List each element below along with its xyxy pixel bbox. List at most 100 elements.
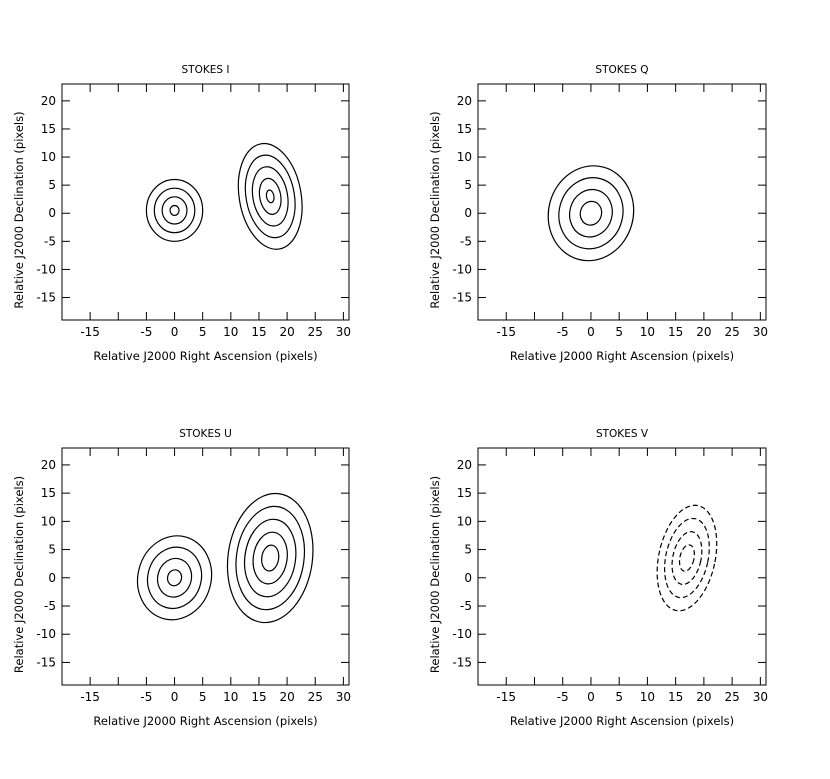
x-tick-label: 10	[640, 325, 655, 339]
y-tick-label: 0	[464, 571, 472, 585]
x-tick-label: 30	[336, 690, 351, 704]
y-tick-label: 20	[41, 94, 56, 108]
y-tick-label: 10	[457, 150, 472, 164]
y-tick-label: -15	[36, 655, 56, 669]
contour-jet-level-3	[251, 166, 289, 227]
y-tick-label: 15	[457, 122, 472, 136]
x-tick-label: 25	[724, 690, 739, 704]
y-tick-label: 0	[48, 206, 56, 220]
panel-2: STOKES Q -15 -5 0 5 10 15 20 25 30 -15 -10 -5 0 5 10 15 2…	[428, 64, 768, 363]
y-tick-label: 5	[464, 178, 472, 192]
y-tick-label: -5	[460, 234, 472, 248]
contour-group	[136, 492, 314, 624]
contour-jet-level-2	[664, 517, 710, 599]
x-tick-label: 20	[696, 325, 711, 339]
x-tick-label: 30	[753, 325, 768, 339]
y-tick-label: 0	[464, 206, 472, 220]
y-tick-label: 10	[457, 514, 472, 528]
x-tick-label: 20	[279, 325, 294, 339]
panel-1: STOKES I -15 -5 0 5 10 15 20 25 30 -15 -10 -5 0 5 10 15 2…	[12, 64, 351, 363]
x-tick-label: 30	[753, 690, 768, 704]
contour-core-level-2	[558, 177, 624, 250]
x-tick-label: 10	[640, 690, 655, 704]
contour-group	[656, 504, 718, 612]
x-axis-label: Relative J2000 Right Ascension (pixels)	[93, 714, 317, 728]
contour-group	[547, 165, 635, 262]
x-tick-label: 30	[336, 325, 351, 339]
x-tick-label: 0	[171, 690, 179, 704]
x-tick-label: 5	[615, 325, 623, 339]
contour-jet-level-2	[244, 154, 296, 239]
y-tick-label: -10	[36, 627, 56, 641]
x-tick-label: 20	[279, 690, 294, 704]
x-tick-label: 5	[199, 325, 207, 339]
y-tick-label: 15	[457, 486, 472, 500]
y-axis-label: Relative J2000 Declination (pixels)	[12, 476, 26, 673]
y-axis-label: Relative J2000 Declination (pixels)	[428, 476, 442, 673]
contour-jet-level-4	[258, 177, 282, 215]
contour-group	[145, 142, 303, 250]
x-tick-label: -5	[140, 325, 152, 339]
contour-jet-level-3	[243, 518, 297, 598]
contour-core-level-4	[166, 569, 183, 587]
panel-3: STOKES U -15 -5 0 5 10 15 20 25 30 -15 -10 -5 0 5 10 15 2…	[12, 428, 351, 728]
y-tick-label: 20	[457, 458, 472, 472]
y-tick-label: 10	[41, 150, 56, 164]
y-tick-label: 5	[48, 543, 56, 557]
plot-frame	[61, 447, 350, 686]
contour-core-level-1	[547, 165, 635, 262]
y-tick-label: 5	[464, 543, 472, 557]
x-tick-label: 5	[615, 690, 623, 704]
x-tick-label: -5	[557, 325, 569, 339]
x-axis-label: Relative J2000 Right Ascension (pixels)	[510, 349, 734, 363]
contour-core-level-2	[153, 187, 196, 234]
y-tick-label: 15	[41, 486, 56, 500]
contour-core-level-3	[156, 557, 193, 598]
y-tick-label: 0	[48, 571, 56, 585]
x-tick-label: 25	[724, 325, 739, 339]
y-tick-label: 20	[41, 458, 56, 472]
x-tick-label: -5	[140, 690, 152, 704]
panel-4: STOKES V -15 -5 0 5 10 15 20 25 30 -15 -10 -5 0 5 10 15 2…	[428, 428, 768, 728]
y-tick-label: -5	[460, 599, 472, 613]
x-tick-label: 15	[668, 690, 683, 704]
y-tick-label: -15	[452, 655, 472, 669]
plot-frame	[61, 83, 350, 321]
contour-core-level-1	[136, 535, 213, 621]
y-tick-label: -15	[36, 291, 56, 305]
x-tick-label: -15	[496, 690, 516, 704]
x-tick-label: 25	[308, 690, 323, 704]
y-axis-label: Relative J2000 Declination (pixels)	[428, 111, 442, 308]
x-tick-label: 10	[223, 325, 238, 339]
contour-jet-level-1	[656, 504, 718, 612]
y-tick-label: 20	[457, 94, 472, 108]
x-axis-label: Relative J2000 Right Ascension (pixels)	[93, 349, 317, 363]
y-tick-label: -15	[452, 291, 472, 305]
x-tick-label: 15	[251, 690, 266, 704]
plot-frame	[477, 447, 767, 686]
contour-jet-level-5	[261, 544, 280, 572]
y-tick-label: -5	[44, 599, 56, 613]
y-tick-label: 10	[41, 514, 56, 528]
y-tick-label: -5	[44, 234, 56, 248]
x-axis-label: Relative J2000 Right Ascension (pixels)	[510, 714, 734, 728]
plot-title: STOKES I	[182, 64, 230, 76]
contour-core-level-3	[161, 196, 188, 225]
x-tick-label: 0	[587, 690, 595, 704]
x-tick-label: 0	[587, 325, 595, 339]
plot-frame	[477, 83, 767, 321]
x-tick-label: -5	[557, 690, 569, 704]
contour-core-level-4	[579, 200, 603, 226]
plot-title: STOKES U	[179, 428, 232, 440]
contour-jet-level-4	[678, 544, 695, 572]
y-tick-label: -10	[452, 262, 472, 276]
y-tick-label: 5	[48, 178, 56, 192]
contour-core-level-2	[146, 546, 203, 610]
contour-jet-level-1	[226, 492, 314, 624]
y-tick-label: -10	[36, 262, 56, 276]
x-tick-label: 20	[696, 690, 711, 704]
x-tick-label: 15	[251, 325, 266, 339]
contour-jet-level-2	[235, 505, 306, 611]
contour-core-level-1	[145, 178, 204, 242]
y-axis-label: Relative J2000 Declination (pixels)	[12, 111, 26, 308]
